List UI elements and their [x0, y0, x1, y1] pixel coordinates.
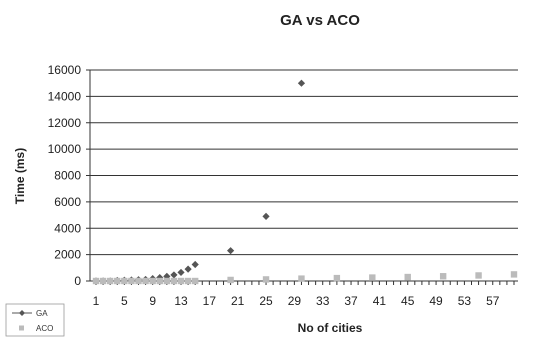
gridlines	[90, 69, 518, 256]
point-aco-8	[149, 277, 156, 285]
point-ga-13	[184, 265, 192, 273]
y-tick-label-1: 2000	[54, 248, 81, 262]
point-aco-23	[510, 271, 518, 278]
point-aco-16	[262, 276, 270, 283]
x-tick-label-4: 17	[203, 294, 217, 308]
legend-label-1: ACO	[36, 324, 53, 333]
point-aco-20	[404, 273, 411, 281]
y-tick-label-6: 12000	[48, 116, 82, 130]
point-ga-16	[262, 212, 270, 220]
point-aco-10	[163, 277, 171, 285]
point-aco-18	[333, 274, 341, 282]
point-aco-4	[121, 277, 128, 285]
y-tick-label-5: 10000	[48, 142, 82, 156]
point-aco-17	[298, 275, 305, 282]
x-tick-label-11: 45	[401, 294, 415, 308]
legend-label-0: GA	[36, 309, 48, 318]
x-tick-label-1: 5	[121, 294, 128, 308]
point-ga-11	[170, 271, 178, 279]
legend-box	[5, 303, 65, 337]
point-ga-15	[227, 247, 235, 255]
point-aco-15	[227, 276, 234, 284]
x-tick-label-2: 9	[149, 294, 156, 308]
point-aco-19	[369, 274, 376, 281]
point-ga-12	[177, 268, 185, 277]
x-tick-label-0: 1	[93, 294, 100, 308]
x-tick-label-9: 37	[344, 294, 358, 308]
x-tick-label-5: 21	[231, 294, 245, 308]
point-aco-9	[156, 277, 163, 285]
x-axis-label: No of cities	[298, 321, 363, 335]
x-tick-label-6: 25	[259, 294, 273, 308]
x-tick-label-12: 49	[429, 294, 443, 308]
point-aco-1	[99, 277, 107, 285]
y-axis-label: Time (ms)	[13, 148, 27, 204]
point-aco-0	[92, 277, 100, 285]
point-aco-12	[177, 277, 185, 285]
chart-title: GA vs ACO	[280, 12, 360, 29]
x-tick-label-13: 53	[458, 294, 472, 308]
point-aco-5	[128, 277, 135, 285]
legend-marker-1	[19, 325, 24, 331]
point-aco-21	[439, 273, 447, 280]
point-aco-2	[106, 277, 114, 285]
point-aco-3	[114, 277, 121, 285]
legend: GA ACO	[5, 303, 65, 337]
x-tick-label-10: 41	[373, 294, 387, 308]
point-ga-10	[163, 272, 171, 280]
y-tick-label-2: 4000	[54, 221, 81, 235]
point-aco-22	[475, 272, 482, 279]
y-tick-label-4: 8000	[54, 169, 81, 183]
point-ga-14	[191, 260, 199, 269]
point-aco-14	[191, 277, 199, 285]
y-tick-label-7: 14000	[48, 89, 82, 103]
y-tick-labels: 0 2000 4000 6000 8000 10000 12000 14000 16000	[48, 63, 82, 288]
legend-marker-0	[19, 310, 25, 316]
axes	[86, 69, 518, 285]
point-aco-13	[184, 277, 192, 285]
data-points	[92, 79, 518, 285]
x-tick-labels: 1 5 9 13 17 21 25 29 33 37 41 45 49 53 57	[93, 294, 500, 308]
point-aco-11	[170, 277, 178, 285]
y-tick-label-3: 6000	[54, 195, 81, 209]
y-tick-label-0: 0	[74, 274, 81, 288]
y-tick-label-8: 16000	[48, 63, 82, 77]
point-ga-9	[156, 273, 164, 282]
x-tick-label-3: 13	[174, 294, 188, 308]
point-ga-17	[297, 79, 306, 87]
x-tick-label-8: 33	[316, 294, 330, 308]
point-aco-6	[135, 277, 142, 285]
x-tick-label-14: 57	[486, 294, 500, 308]
point-aco-7	[142, 277, 149, 285]
x-tick-label-7: 29	[288, 294, 302, 308]
